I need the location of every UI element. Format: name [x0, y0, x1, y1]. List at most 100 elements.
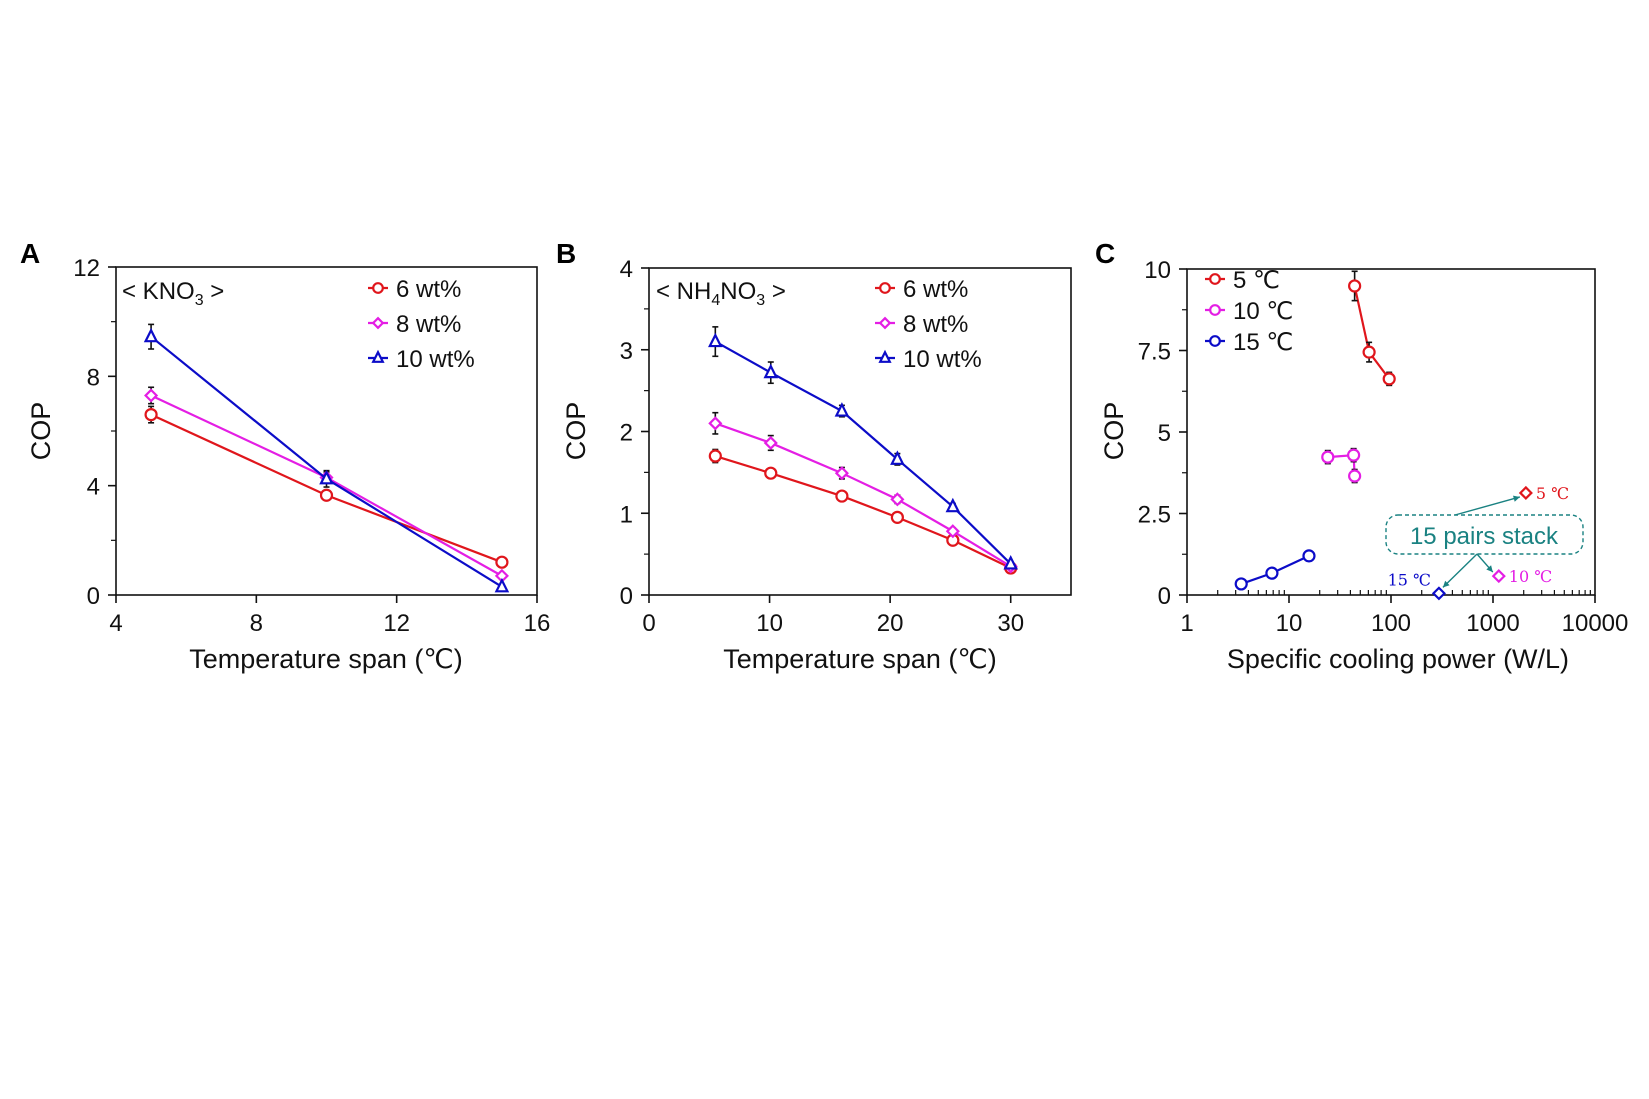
x-tick-label: 16	[524, 610, 551, 637]
x-tick-label: 4	[109, 610, 122, 637]
legend-item: 8 wt%	[368, 311, 461, 338]
x-axis-title: Temperature span (℃)	[723, 644, 996, 674]
legend-item: 10 wt%	[875, 346, 982, 373]
x-tick-label: 10	[756, 610, 783, 637]
legend-marker	[878, 349, 892, 363]
data-point	[890, 510, 904, 524]
data-point	[945, 524, 960, 539]
series-layer	[143, 323, 510, 593]
data-point	[764, 466, 778, 480]
legend-label: 6 wt%	[903, 276, 968, 303]
y-axis-title: COP	[26, 402, 56, 461]
legend-marker	[1209, 335, 1221, 347]
x-axis-title: Specific cooling power (W/L)	[1227, 644, 1569, 674]
stack-point-label: 15 ℃	[1388, 570, 1431, 589]
series-10-	[1321, 447, 1362, 484]
legend-label: 10 wt%	[903, 346, 982, 373]
data-point	[494, 577, 510, 593]
y-tick-label: 0	[1158, 583, 1171, 610]
legend-marker	[878, 316, 892, 330]
series-line	[714, 454, 1012, 570]
series-10-wt-	[143, 323, 510, 593]
legend-item: 10 ℃	[1205, 298, 1293, 325]
data-point	[495, 555, 509, 569]
series-line	[714, 340, 1012, 565]
y-tick-label: 2	[620, 420, 633, 447]
data-point	[1362, 345, 1376, 359]
series-line	[714, 422, 1012, 568]
legend-label: 6 wt%	[396, 276, 461, 303]
data-point	[144, 408, 158, 422]
series-layer	[708, 326, 1018, 575]
data-point	[708, 332, 723, 348]
x-tick-label: 30	[997, 610, 1024, 637]
y-tick-label: 3	[620, 338, 633, 365]
annotation-arrow	[1442, 553, 1478, 588]
data-point	[708, 449, 722, 463]
series-6-wt-	[144, 405, 509, 569]
legend: 5 ℃ 10 ℃ 15 ℃	[1205, 267, 1293, 356]
legend-marker	[1209, 304, 1221, 316]
legend-item: 15 ℃	[1205, 329, 1293, 356]
y-axis-title: COP	[561, 402, 591, 461]
legend: 6 wt% 8 wt% 10 wt%	[875, 276, 982, 373]
legend-label: 10 wt%	[396, 346, 475, 373]
data-point	[319, 469, 334, 485]
x-tick-label: 1000	[1466, 610, 1519, 637]
panel-letter-a: A	[20, 238, 40, 269]
legend-item: 10 wt%	[368, 346, 475, 373]
legend: 6 wt% 8 wt% 10 wt%	[368, 276, 475, 373]
data-point	[834, 402, 850, 417]
stack-point	[1431, 586, 1446, 601]
data-point	[1348, 469, 1362, 483]
series-6-wt-	[708, 448, 1018, 575]
legend-marker	[371, 316, 385, 330]
panel-b: B < NH4NO3 > 0 10 20 30 0 1 2 3 4 6 wt% 8 wt% 10 w…	[556, 238, 1072, 674]
y-tick-label: 12	[73, 255, 100, 282]
series-layer	[1234, 270, 1396, 591]
data-point	[1321, 450, 1335, 464]
x-axis-title: Temperature span (℃)	[189, 644, 462, 674]
data-point	[834, 466, 849, 481]
y-tick-label: 1	[620, 501, 633, 528]
x-tick-label: 10	[1276, 610, 1303, 637]
data-point	[763, 363, 779, 379]
annotation-text: 15 pairs stack	[1410, 523, 1559, 550]
y-tick-label: 7.5	[1138, 339, 1171, 366]
legend-label: 8 wt%	[396, 311, 461, 338]
axis-ticks: 1 10 100 1000 10000 0 2.5 5 7.5 10	[1138, 257, 1629, 637]
stack-point	[1518, 485, 1533, 501]
y-tick-label: 8	[87, 364, 100, 391]
data-point	[1234, 577, 1248, 591]
stack-point-label: 10 ℃	[1509, 567, 1552, 586]
data-point	[143, 327, 159, 343]
data-point	[945, 497, 961, 513]
x-tick-label: 8	[250, 610, 263, 637]
y-tick-label: 2.5	[1138, 502, 1171, 529]
data-point	[708, 416, 723, 431]
series-10-wt-	[708, 326, 1018, 570]
y-tick-label: 10	[1144, 257, 1171, 284]
data-point	[763, 435, 778, 451]
panel-letter-b: B	[556, 238, 576, 269]
y-tick-label: 5	[1158, 420, 1171, 447]
legend-item: 8 wt%	[875, 311, 968, 338]
y-tick-label: 4	[87, 474, 100, 501]
series-8-wt-	[708, 411, 1018, 574]
legend-marker	[879, 282, 891, 294]
data-point	[835, 489, 849, 503]
x-tick-label: 10000	[1562, 610, 1629, 637]
x-tick-label: 0	[642, 610, 655, 637]
panel-letter-c: C	[1095, 238, 1115, 269]
axis-ticks: 0 10 20 30 0 1 2 3 4	[620, 256, 1024, 637]
data-point	[1302, 549, 1316, 563]
x-tick-label: 1	[1180, 610, 1193, 637]
legend-label: 5 ℃	[1233, 267, 1280, 294]
legend-label: 8 wt%	[903, 311, 968, 338]
data-point	[890, 450, 905, 465]
legend-label: 15 ℃	[1233, 329, 1293, 356]
legend-marker	[371, 349, 385, 363]
